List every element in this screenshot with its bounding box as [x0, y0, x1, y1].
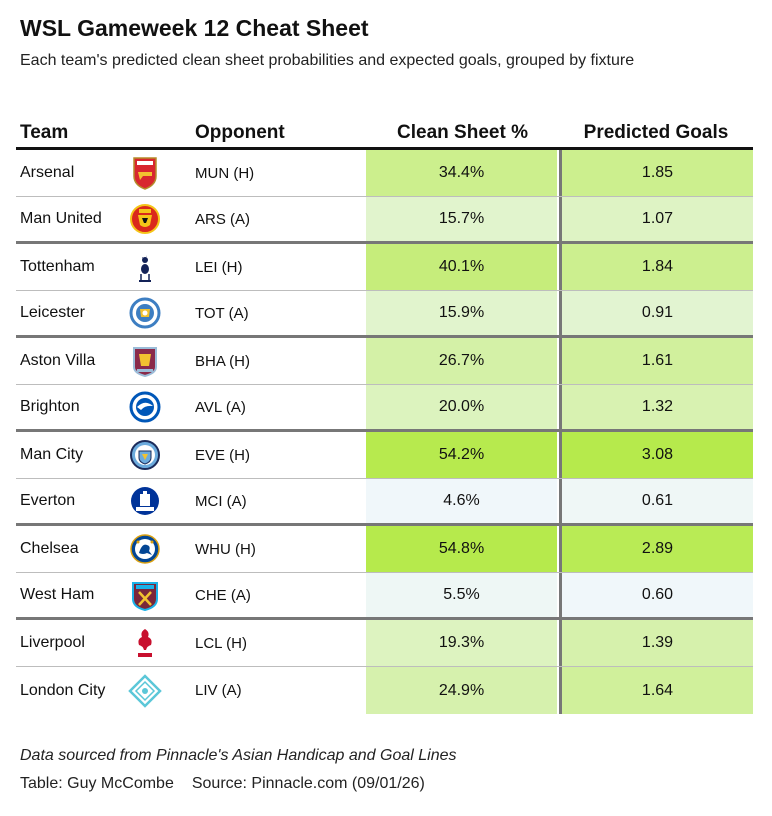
clean-sheet-cell: 24.9% — [366, 667, 557, 714]
opponent: EVE (H) — [195, 446, 251, 464]
team-name: Everton — [20, 492, 76, 509]
predicted-goals-cell: 0.91 — [559, 291, 753, 335]
clean-sheet-cell: 20.0% — [366, 385, 557, 429]
credits: Table: Guy McCombe Source: Pinnacle.com (… — [20, 775, 425, 793]
team-name: Aston Villa — [20, 352, 96, 369]
aston-villa-crest-icon — [128, 338, 162, 384]
team-name: Chelsea — [20, 540, 79, 557]
opponent: AVL (A) — [195, 398, 246, 416]
team-name: West Ham — [20, 586, 95, 603]
opponent: MCI (A) — [195, 492, 247, 510]
team-name: Arsenal — [20, 164, 75, 181]
west-ham-crest-icon — [128, 573, 162, 617]
opponent: WHU (H) — [195, 540, 256, 558]
table-row: Chelsea WHU (H) 54.8% 2.89 — [16, 526, 753, 573]
clean-sheet-cell: 5.5% — [366, 573, 557, 617]
opponent: LIV (A) — [195, 682, 242, 699]
opponent: CHE (A) — [195, 586, 251, 604]
table-row: Tottenham LEI (H) 40.1% 1.84 — [16, 244, 753, 291]
opponent: ARS (A) — [195, 210, 251, 228]
man-city-crest-icon — [128, 432, 162, 478]
clean-sheet-cell: 54.8% — [366, 526, 557, 572]
column-header-predicted-goals: Predicted Goals — [583, 122, 729, 143]
clean-sheet-cell: 19.3% — [366, 620, 557, 666]
predicted-goals-cell: 1.32 — [559, 385, 753, 429]
table-row: Liverpool LCL (H) 19.3% 1.39 — [16, 620, 753, 667]
opponent: BHA (H) — [195, 352, 251, 370]
brighton-crest-icon — [128, 385, 162, 429]
cheat-sheet-table: Team Opponent Clean Sheet % Predicted Go… — [16, 116, 753, 714]
table-row: Brighton AVL (A) 20.0% 1.32 — [16, 385, 753, 432]
table-row: London City LIV (A) 24.9% 1.64 — [16, 667, 753, 714]
man-united-crest-icon — [128, 197, 162, 241]
predicted-goals-cell: 1.84 — [559, 244, 753, 290]
table-row: Leicester TOT (A) 15.9% 0.91 — [16, 291, 753, 338]
team-name: Brighton — [20, 398, 80, 415]
source-credit: Source: Pinnacle.com (09/01/26) — [191, 775, 425, 792]
clean-sheet-cell: 40.1% — [366, 244, 557, 290]
column-header-team: Team — [20, 122, 69, 143]
predicted-goals-cell: 3.08 — [559, 432, 753, 478]
team-name: Tottenham — [20, 258, 95, 275]
table-row: Everton MCI (A) 4.6% 0.61 — [16, 479, 753, 526]
team-name: Man United — [20, 210, 102, 227]
opponent: LCL (H) — [195, 634, 247, 652]
table-credit: Table: Guy McCombe — [20, 775, 174, 792]
liverpool-crest-icon — [128, 620, 162, 666]
data-source-note: Data sourced from Pinnacle's Asian Handi… — [20, 747, 457, 764]
predicted-goals-cell: 1.61 — [559, 338, 753, 384]
team-name: Man City — [20, 446, 84, 463]
clean-sheet-cell: 26.7% — [366, 338, 557, 384]
london-city-crest-icon — [128, 667, 162, 714]
column-header-opponent: Opponent — [195, 122, 285, 143]
column-header-clean-sheet: Clean Sheet % — [397, 122, 528, 143]
clean-sheet-cell: 15.7% — [366, 197, 557, 241]
table-row: West Ham CHE (A) 5.5% 0.60 — [16, 573, 753, 620]
table-header: Team Opponent Clean Sheet % Predicted Go… — [16, 116, 753, 150]
predicted-goals-cell: 0.61 — [559, 479, 753, 523]
page-title: WSL Gameweek 12 Cheat Sheet — [20, 15, 369, 41]
opponent: TOT (A) — [195, 304, 249, 322]
opponent: MUN (H) — [195, 164, 255, 182]
predicted-goals-cell: 0.60 — [559, 573, 753, 617]
everton-crest-icon — [128, 479, 162, 523]
table-row: Aston Villa BHA (H) 26.7% 1.61 — [16, 338, 753, 385]
table-row: Arsenal MUN (H) 34.4% 1.85 — [16, 150, 753, 197]
clean-sheet-cell: 4.6% — [366, 479, 557, 523]
predicted-goals-cell: 1.39 — [559, 620, 753, 666]
table-body: Arsenal MUN (H) 34.4% 1.85 Man United ARS (A)… — [16, 150, 753, 714]
predicted-goals-cell: 2.89 — [559, 526, 753, 572]
opponent: LEI (H) — [195, 258, 243, 276]
leicester-crest-icon — [128, 291, 162, 335]
table-row: Man United ARS (A) 15.7% 1.07 — [16, 197, 753, 244]
predicted-goals-cell: 1.85 — [559, 150, 753, 196]
table-row: Man City EVE (H) 54.2% 3.08 — [16, 432, 753, 479]
team-name: London City — [20, 681, 106, 699]
team-name: Liverpool — [20, 634, 85, 651]
team-name: Leicester — [20, 304, 85, 321]
arsenal-crest-icon — [128, 150, 162, 196]
page-subtitle: Each team's predicted clean sheet probab… — [20, 52, 635, 69]
predicted-goals-cell: 1.07 — [559, 197, 753, 241]
clean-sheet-cell: 15.9% — [366, 291, 557, 335]
clean-sheet-cell: 34.4% — [366, 150, 557, 196]
chelsea-crest-icon — [128, 526, 162, 572]
tottenham-crest-icon — [128, 244, 162, 290]
clean-sheet-cell: 54.2% — [366, 432, 557, 478]
predicted-goals-cell: 1.64 — [559, 667, 753, 714]
